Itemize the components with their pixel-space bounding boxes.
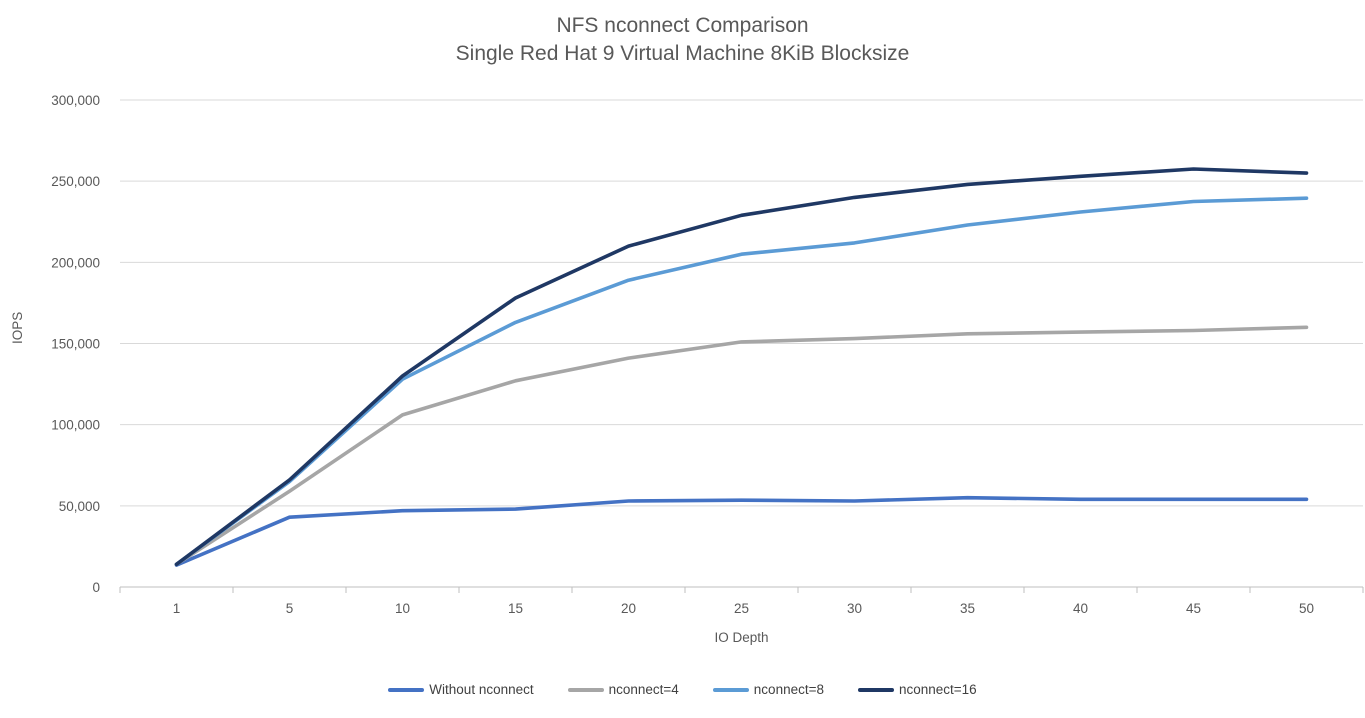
y-tick-label: 250,000: [51, 174, 100, 189]
series-line-nconnect=16: [174, 167, 1309, 567]
legend-label: Without nconnect: [429, 682, 534, 697]
y-tick-label: 100,000: [51, 418, 100, 433]
series-line-nconnect=4: [174, 325, 1309, 567]
legend-label: nconnect=16: [898, 682, 977, 697]
series-line-Without nconnect: [174, 495, 1309, 567]
x-tick-label: 10: [395, 601, 410, 616]
x-tick-label: 20: [621, 601, 636, 616]
chart-title-block: NFS nconnect Comparison Single Red Hat 9…: [0, 12, 1365, 69]
y-tick-label: 300,000: [51, 93, 100, 108]
y-tick-label: 0: [92, 580, 100, 595]
x-tick-label: 25: [734, 601, 749, 616]
x-tick-label: 30: [847, 601, 862, 616]
y-axis-title: IOPS: [10, 311, 25, 344]
legend-item: nconnect=16: [857, 682, 977, 697]
y-tick-label: 200,000: [51, 255, 100, 270]
y-tick-label: 50,000: [59, 499, 100, 514]
chart-subtitle: Single Red Hat 9 Virtual Machine 8KiB Bl…: [455, 42, 910, 66]
y-tick-label: 150,000: [51, 337, 100, 352]
x-tick-label: 5: [286, 601, 294, 616]
legend-label: nconnect=4: [608, 682, 679, 697]
legend-label: nconnect=8: [753, 682, 824, 697]
chart-title: NFS nconnect Comparison: [556, 14, 809, 37]
x-tick-label: 1: [173, 601, 181, 616]
legend-item: nconnect=8: [712, 682, 824, 697]
series-line-nconnect=8: [174, 196, 1309, 567]
x-axis-title: IO Depth: [714, 630, 769, 645]
x-tick-label: 15: [508, 601, 523, 616]
plot-area: 0 50,000 100,000 150,000 200,000 250,000 300,0…: [51, 93, 1364, 616]
x-tick-label: 40: [1073, 601, 1088, 616]
x-tick-label: 45: [1186, 601, 1201, 616]
legend-line-swatch-icon: [857, 687, 894, 692]
legend-item: nconnect=4: [567, 682, 679, 697]
x-tick-label: 35: [960, 601, 975, 616]
legend: Without nconnect nconnect=4 nconnect=8 ncon…: [0, 682, 1365, 697]
legend-item: Without nconnect: [388, 682, 534, 697]
legend-line-swatch-icon: [388, 687, 425, 692]
legend-line-swatch-icon: [712, 687, 749, 692]
x-tick-label: 50: [1299, 601, 1314, 616]
legend-line-swatch-icon: [567, 687, 604, 692]
